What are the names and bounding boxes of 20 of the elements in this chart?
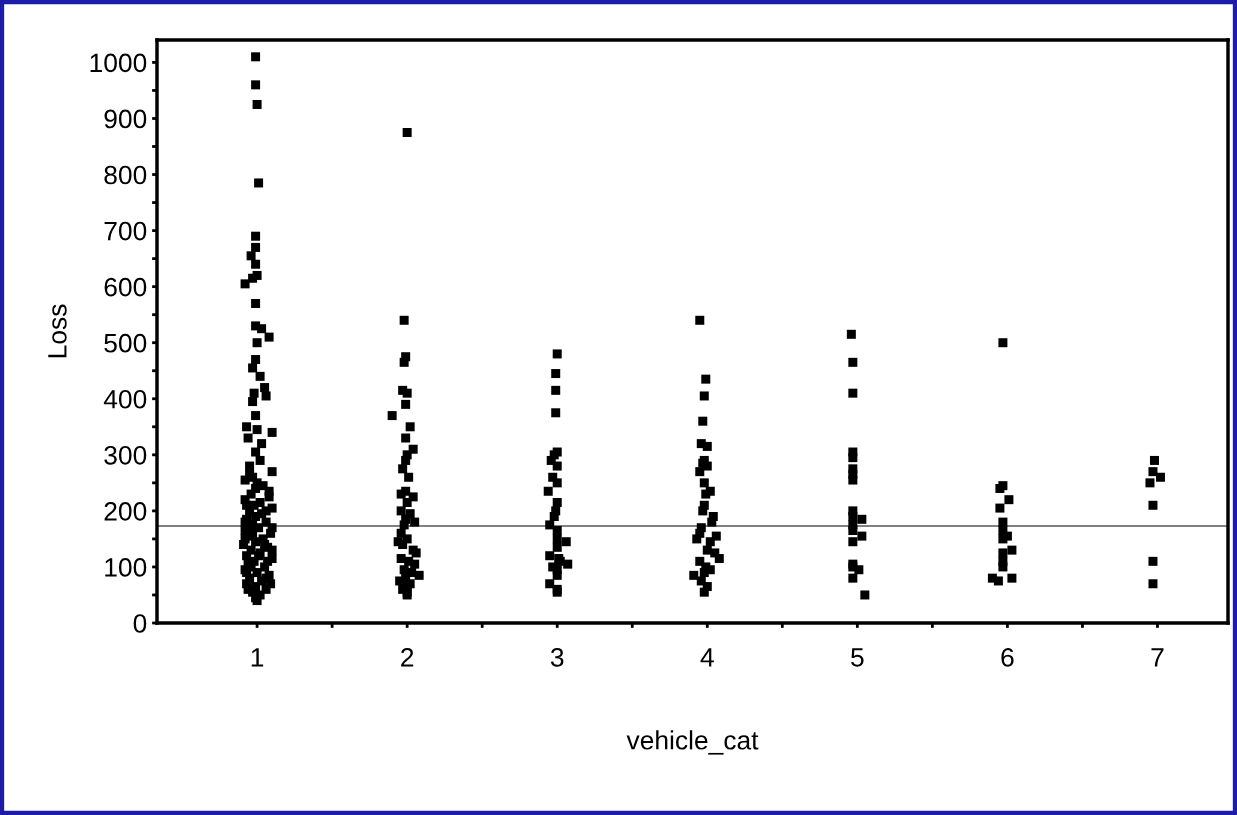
y-tick-label: 600 [104,277,147,297]
x-tick-label: 3 [550,648,564,667]
x-tick-label: 6 [1001,648,1014,667]
y-tick-label: 1000 [90,53,147,73]
y-tick-label: 800 [104,165,147,185]
y-tick-label: 500 [104,333,147,353]
y-tick-label: 200 [104,502,147,521]
y-tick-label: 700 [104,221,147,241]
y-tick-label: 300 [104,445,147,465]
x-tick-label: 1 [251,648,264,667]
y-axis-title: Loss [48,304,67,358]
y-tick-label: 900 [104,109,147,129]
y-tick-label: 100 [105,558,147,577]
y-tick-label: 0 [133,614,147,633]
x-tick-label: 5 [851,648,864,667]
x-axis-title: vehicle_cat [626,730,759,755]
x-tick-label: 2 [401,648,414,667]
x-tick-label: 7 [1151,648,1164,667]
x-tick-label: 4 [700,648,714,667]
y-tick-label: 400 [103,389,147,409]
